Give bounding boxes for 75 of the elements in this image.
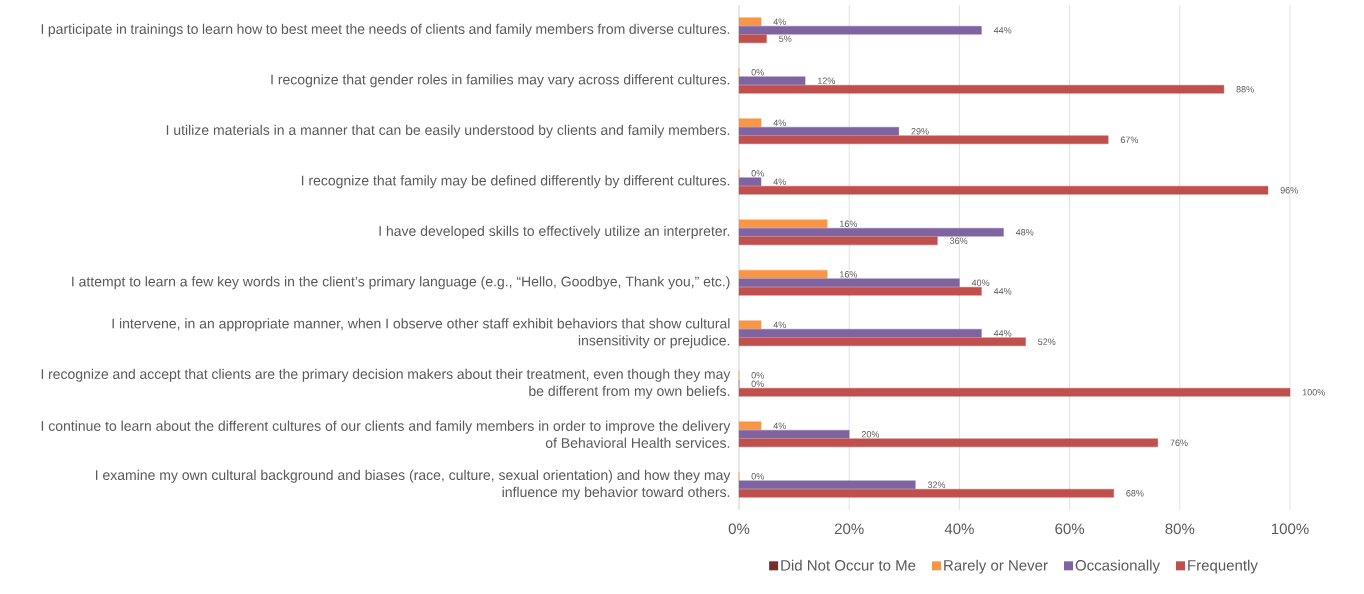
bar (738, 329, 982, 338)
bar (738, 489, 1114, 498)
y-tick-label: I utilize materials in a manner that can be easily understood by clients and family members. (166, 124, 730, 138)
bar (738, 287, 982, 296)
data-label: 52% (1038, 338, 1056, 345)
bar (738, 85, 1225, 94)
bar (738, 270, 828, 279)
data-label: 12% (818, 77, 836, 84)
data-label: 36% (949, 237, 968, 244)
legend-label: Rarely or Never (944, 559, 1048, 574)
bar (738, 177, 762, 186)
data-label: 4% (773, 119, 786, 126)
x-tick-label: 40% (944, 523, 974, 535)
bar (738, 421, 762, 430)
bar (738, 34, 767, 43)
data-label: 88% (1236, 86, 1254, 93)
y-tick-label: I examine my own cultural background and biases (race, culture, sexual orientation) and how they may influence my behavior toward others. (95, 469, 731, 500)
data-label: 16% (840, 220, 858, 227)
data-label: 5% (779, 35, 792, 42)
data-label: 44% (993, 288, 1012, 295)
y-tick-label: I recognize that gender roles in families may vary across different cultures. (271, 74, 730, 88)
bar (738, 219, 828, 228)
bar (738, 236, 938, 245)
data-label: 44% (993, 330, 1012, 337)
bar (738, 26, 982, 35)
bar (738, 430, 850, 439)
y-tick-label: I participate in trainings to learn how to best meet the needs of clients and family members from diverse cultures. (41, 23, 730, 37)
y-tick-label: I attempt to learn a few key words in the client’s primary language (e.g., “Hello, Goodbye, Thank you,” etc.) (72, 276, 730, 290)
data-label: 29% (911, 128, 929, 135)
y-tick-label: I have developed skills to effectively utilize an interpreter. (379, 225, 730, 239)
x-tick-label: 80% (1165, 523, 1195, 535)
bar (738, 17, 762, 26)
x-tick-label: 0% (728, 523, 750, 535)
bar (738, 76, 806, 85)
data-label: 96% (1280, 187, 1298, 194)
y-tick-label: I intervene, in an appropriate manner, when I observe other staff exhibit behaviors that show cultural insensitivity or prejudice. (112, 318, 730, 349)
data-label: 20% (861, 431, 880, 438)
data-label: 4% (773, 18, 786, 25)
bar (738, 388, 1291, 397)
bar (738, 480, 916, 489)
data-label: 0% (751, 473, 764, 480)
data-label: 0% (751, 170, 764, 177)
bar (738, 186, 1269, 195)
bar (738, 438, 1158, 447)
x-tick-label: 20% (834, 523, 864, 535)
data-label: 16% (840, 271, 858, 278)
bar (738, 118, 762, 127)
data-label: 48% (1015, 229, 1034, 236)
y-tick-label: I recognize that family may be defined differently by different cultures. (301, 175, 730, 189)
bar (738, 278, 960, 287)
data-label: 4% (773, 422, 786, 429)
bar (738, 127, 899, 136)
bar (738, 337, 1026, 346)
legend-label: Frequently (1188, 559, 1258, 574)
data-label: 0% (751, 380, 764, 387)
x-tick-label: 100% (1271, 523, 1309, 535)
y-tick-label: I recognize and accept that clients are the primary decision makers about their treatment, even though they may be different from my own beliefs. (41, 368, 731, 399)
data-label: 0% (751, 69, 764, 76)
data-label: 68% (1126, 490, 1144, 497)
data-label: 4% (773, 178, 786, 185)
data-label: 100% (1302, 389, 1325, 396)
data-label: 4% (773, 321, 786, 328)
bar (738, 228, 1004, 237)
x-tick-label: 60% (1055, 523, 1085, 535)
bar (738, 135, 1109, 144)
data-label: 32% (927, 481, 946, 488)
data-label: 0% (751, 372, 764, 379)
legend-label: Did Not Occur to Me (781, 559, 916, 571)
data-label: 67% (1120, 136, 1139, 143)
data-label: 40% (971, 279, 990, 286)
legend-label: Occasionally (1075, 559, 1160, 574)
bar (738, 320, 762, 329)
data-label: 76% (1170, 439, 1188, 446)
data-label: 44% (993, 27, 1012, 34)
y-tick-label: I continue to learn about the different cultures of our clients and family members in order to improve the delivery of Behavioral Health services. (41, 420, 731, 448)
